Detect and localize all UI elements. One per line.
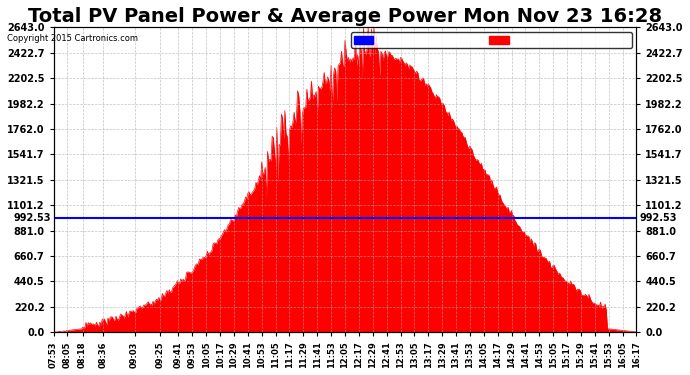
Legend: Average (DC Watts), PV Panels (DC Watts): Average (DC Watts), PV Panels (DC Watts) — [351, 32, 631, 48]
Text: Copyright 2015 Cartronics.com: Copyright 2015 Cartronics.com — [7, 34, 138, 43]
Title: Total PV Panel Power & Average Power Mon Nov 23 16:28: Total PV Panel Power & Average Power Mon… — [28, 7, 662, 26]
Text: 992.53: 992.53 — [640, 213, 677, 223]
Text: 992.53: 992.53 — [13, 213, 50, 223]
